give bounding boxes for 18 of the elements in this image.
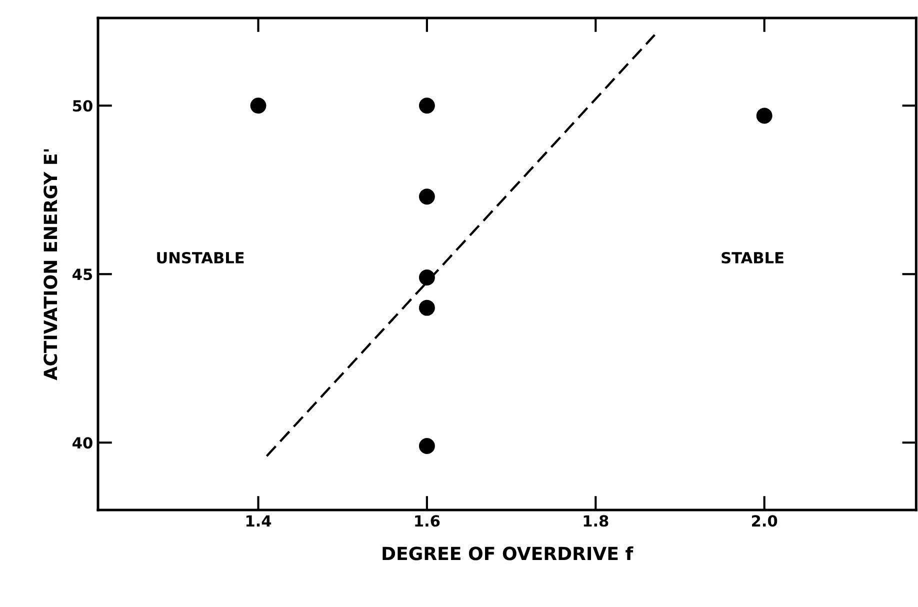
y-axis-title: ACTIVATION ENERGY E' (44, 149, 58, 380)
x-tick-label: 2.0 (752, 515, 778, 527)
y-tick-label: 40 (72, 437, 92, 449)
x-tick-label: 1.8 (584, 515, 608, 527)
annotation: UNSTABLE (157, 252, 244, 264)
y-tick-label: 45 (72, 268, 92, 280)
point (756, 108, 772, 124)
point (418, 270, 435, 286)
x-tick-label: 1.6 (415, 515, 440, 527)
point (418, 188, 435, 205)
x-tick-label: 1.4 (246, 515, 272, 526)
point (250, 98, 266, 114)
x-axis-title: DEGREE OF OVERDRIVE f (382, 546, 634, 560)
annotation: STABLE (722, 252, 784, 264)
y-tick-label: 50 (73, 100, 92, 112)
point (418, 300, 435, 316)
point (418, 98, 435, 114)
point (418, 438, 435, 454)
